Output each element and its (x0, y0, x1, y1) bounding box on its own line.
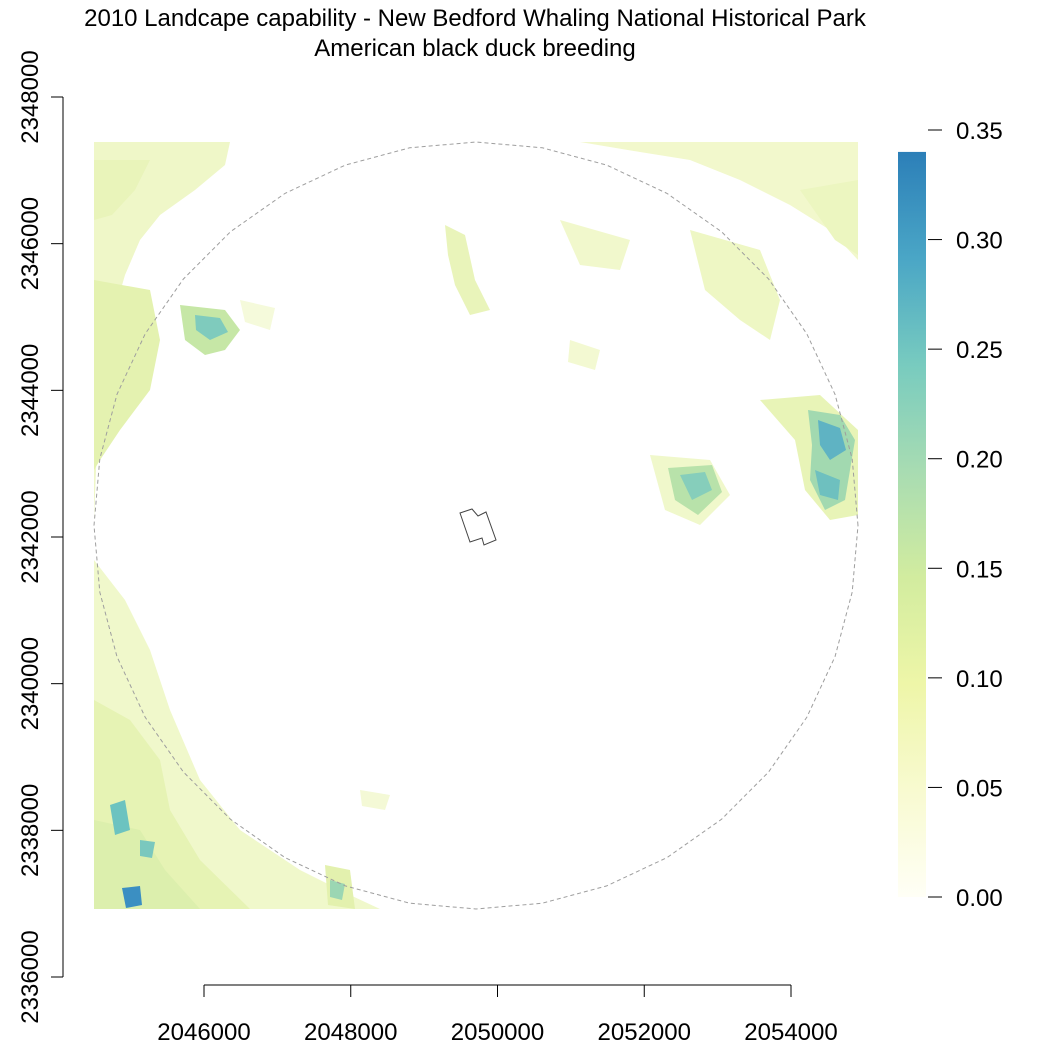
raster-patch (360, 790, 390, 810)
legend-tick-label: 0.00 (956, 885, 1003, 912)
raster-patch (122, 886, 142, 908)
raster-patch (94, 820, 200, 909)
raster-patch (445, 225, 490, 315)
raster-patch (818, 420, 846, 460)
y-tick-label: 2336000 (17, 930, 44, 1023)
legend-tick-label: 0.35 (956, 118, 1003, 145)
raster-patch (330, 880, 345, 900)
raster-patch (680, 472, 712, 500)
legend-tick-label: 0.05 (956, 775, 1003, 802)
x-tick-label: 2054000 (744, 1019, 837, 1046)
x-axis: 2046000 2048000 2050000 2052000 2054000 (157, 984, 838, 1046)
legend-tick-label: 0.15 (956, 556, 1003, 583)
park-buffer-circle (93, 141, 859, 910)
raster-patch (568, 340, 600, 370)
legend-tick-label: 0.20 (956, 447, 1003, 474)
map-subtitle: American black duck breeding (314, 35, 636, 62)
raster-patch (690, 230, 780, 340)
capability-raster (94, 142, 858, 909)
raster-patch (195, 315, 228, 340)
x-tick-label: 2050000 (451, 1019, 544, 1046)
legend-tick-label: 0.10 (956, 666, 1003, 693)
y-tick-label: 2340000 (17, 637, 44, 730)
raster-patch (560, 220, 630, 270)
x-tick-label: 2048000 (304, 1019, 397, 1046)
x-tick-label: 2052000 (598, 1019, 691, 1046)
raster-patch (815, 470, 840, 500)
y-tick-label: 2346000 (17, 197, 44, 290)
x-tick-label: 2046000 (157, 1019, 250, 1046)
y-tick-label: 2344000 (17, 344, 44, 437)
raster-patch (800, 180, 858, 255)
park-boundary (459, 508, 497, 546)
color-legend: 0.00 0.05 0.10 0.15 0.20 0.25 0.30 0.35 (898, 118, 1003, 912)
legend-tick-label: 0.25 (956, 337, 1003, 364)
y-tick-label: 2342000 (17, 490, 44, 583)
legend-color-bar (898, 151, 926, 897)
raster-patch (94, 280, 160, 470)
raster-patch (240, 300, 275, 330)
y-tick-label: 2348000 (17, 50, 44, 143)
y-axis: 2336000 2338000 2340000 2342000 2344000 23460… (17, 50, 64, 1024)
raster-patch (94, 142, 230, 520)
map-title: 2010 Landcape capability - New Bedford W… (84, 5, 866, 32)
raster-patch (140, 840, 155, 858)
legend-tick-label: 0.30 (956, 228, 1003, 255)
raster-patch (94, 160, 150, 220)
buffer-outline (93, 141, 859, 910)
raster-patch (110, 800, 130, 835)
y-tick-label: 2338000 (17, 784, 44, 877)
raster-patch (580, 142, 858, 260)
